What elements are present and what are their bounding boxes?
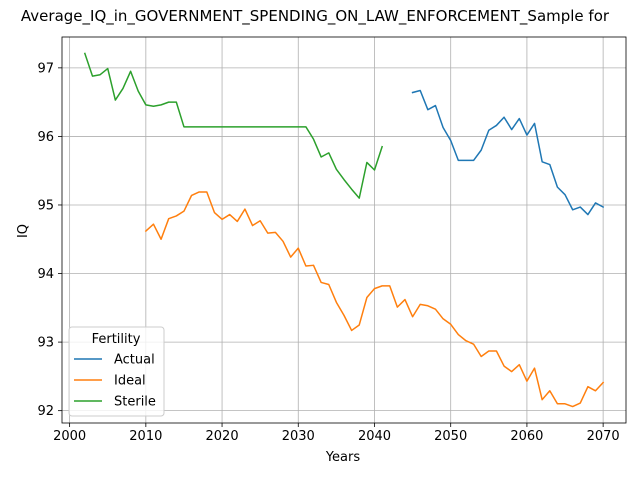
x-tick-label: 2060 [510,429,543,444]
axis-ticks: 2000 2010 2020 2030 2040 2050 2060 2070 92 93 94 95… [37,61,619,444]
y-tick-label: 95 [37,198,54,213]
y-tick-label: 97 [37,61,54,76]
x-tick-label: 2040 [358,429,391,444]
plot-lines [83,52,605,408]
legend-entries: Actual Ideal Sterile [74,353,156,410]
y-tick-label: 96 [37,130,54,145]
y-tick-label: 94 [37,267,54,282]
x-tick-label: 2020 [206,429,239,444]
series-line-actual [411,89,605,216]
series-line-ideal [144,191,605,408]
x-tick-label: 2010 [129,429,162,444]
legend: Fertility Actual Ideal Sterile [68,326,165,417]
x-tick-label: 2000 [53,429,86,444]
legend-label-ideal: Ideal [114,374,146,389]
legend-label-sterile: Sterile [114,395,156,410]
y-tick-label: 92 [37,404,54,419]
x-tick-label: 2030 [282,429,315,444]
plot-frame [61,36,627,424]
legend-label-actual: Actual [114,353,155,368]
legend-title: Fertility [92,332,141,347]
chart-title: Average_IQ_in_GOVERNMENT_SPENDING_ON_LAW… [21,7,610,26]
x-axis-label: Years [325,450,361,465]
y-axis-label: IQ [16,224,31,238]
y-tick-label: 93 [37,336,54,351]
legend-box [68,326,165,417]
x-tick-label: 2050 [434,429,467,444]
series-line-sterile [83,52,384,199]
x-tick-label: 2070 [587,429,620,444]
